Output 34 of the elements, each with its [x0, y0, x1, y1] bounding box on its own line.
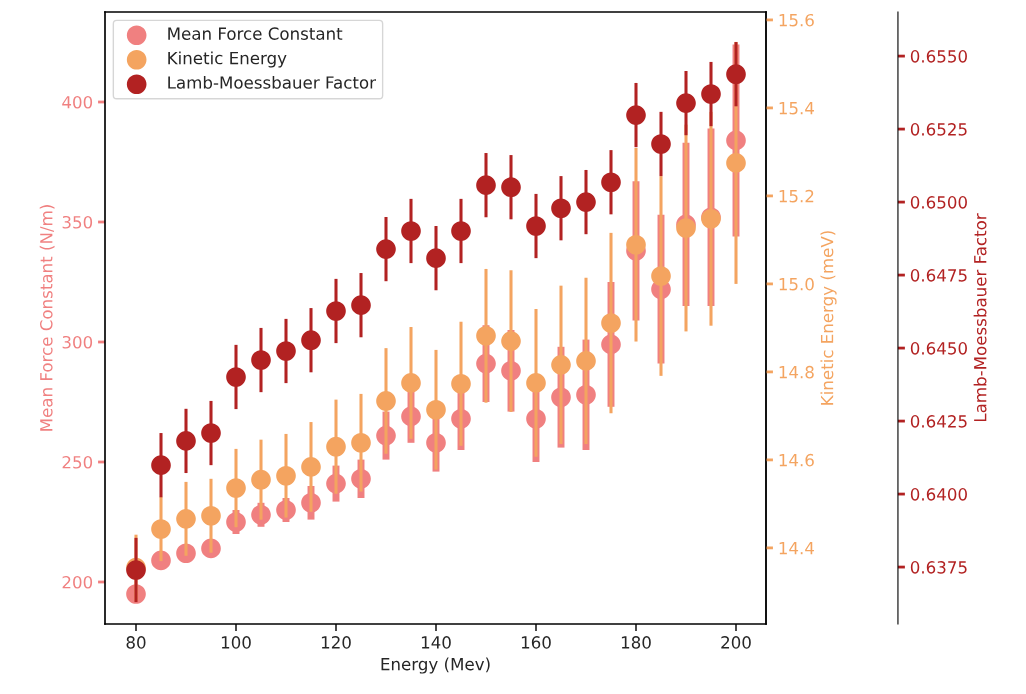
y3-tick-label: 0.6475 — [910, 269, 967, 282]
x-axis-title: Energy (Mev) — [381, 657, 490, 674]
legend-label: Kinetic Energy — [168, 51, 287, 68]
y3-tick-label: 0.6500 — [910, 196, 967, 209]
x-tick-label: 200 — [721, 636, 751, 649]
legend-label: Lamb-Moessbauer Factor — [168, 75, 376, 89]
legend-label: Mean Force Constant — [168, 27, 343, 40]
y2-tick-label: 15.6 — [779, 13, 814, 27]
x-tick-label: 120 — [321, 636, 351, 649]
x-tick-label: 180 — [621, 636, 651, 649]
y3-axis-title: Lamb-Moessbauer Factor — [973, 213, 987, 422]
y2-tick-label: 14.4 — [779, 542, 814, 555]
y3-tick-label: 0.6425 — [910, 415, 967, 428]
x-tick-label: 100 — [221, 636, 251, 649]
y2-tick-label: 14.6 — [779, 453, 814, 467]
y-axis-title: Mean Force Constant (N/m) — [39, 205, 55, 431]
y-tick-label: 300 — [62, 335, 93, 349]
x-tick-label: 140 — [421, 636, 451, 649]
y-tick-label: 250 — [62, 455, 93, 469]
y2-tick-label: 15.0 — [779, 277, 814, 291]
y3-tick-label: 0.6400 — [910, 488, 967, 501]
y3-tick-label: 0.6525 — [910, 123, 967, 136]
y-tick-label: 400 — [62, 95, 93, 109]
y-tick-label: 200 — [62, 575, 93, 589]
y2-axis-title: Kinetic Energy (meV) — [820, 231, 837, 405]
y3-tick-label: 0.6550 — [910, 50, 967, 63]
x-tick-label: 160 — [521, 636, 551, 649]
y2-tick-label: 15.4 — [779, 102, 814, 115]
x-tick-label: 80 — [126, 636, 146, 649]
y-tick-label: 350 — [62, 215, 93, 229]
y3-tick-label: 0.6450 — [910, 342, 967, 355]
y3-tick-label: 0.6375 — [910, 561, 967, 574]
y2-tick-label: 14.8 — [779, 365, 814, 379]
y2-tick-label: 15.2 — [779, 189, 814, 203]
